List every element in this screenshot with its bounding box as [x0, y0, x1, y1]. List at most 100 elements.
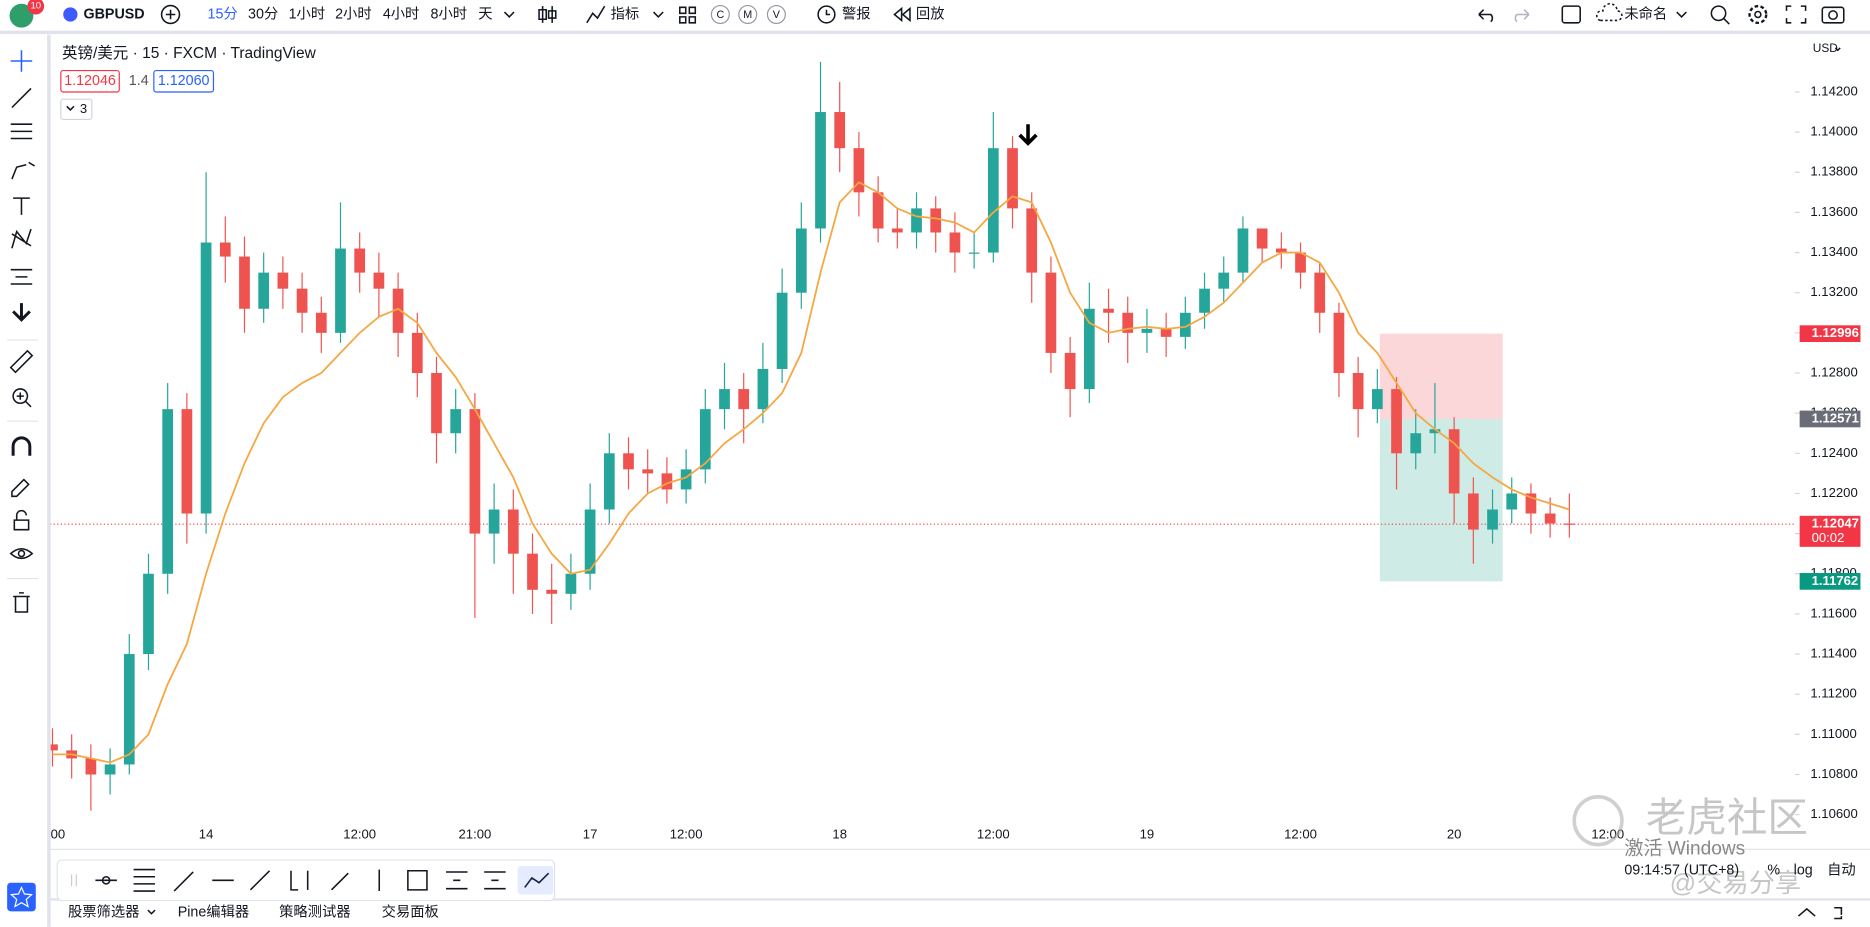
ask-box[interactable] [153, 69, 215, 93]
candle-body [1199, 288, 1210, 313]
interval[interactable]: 1小时 [289, 5, 326, 22]
visibility-tool[interactable] [9, 548, 34, 560]
bottom-tab[interactable]: 交易面板 [382, 902, 439, 920]
favorite-tools[interactable] [95, 868, 550, 892]
candle-body [1467, 493, 1479, 530]
crosshair-tool[interactable] [10, 50, 33, 72]
magnet-tool[interactable] [11, 436, 32, 456]
currency[interactable]: USD [1813, 41, 1839, 55]
replay-button[interactable]: 回放 [916, 5, 945, 22]
layout-grid-icon[interactable] [679, 6, 697, 24]
drag-handle[interactable] [70, 874, 77, 887]
bottom-tab[interactable]: 策略测试器 [279, 903, 350, 920]
candle-body [1122, 312, 1134, 333]
delete-tool[interactable] [13, 592, 30, 613]
panel-controls[interactable] [1797, 906, 1843, 920]
price-tag-label: 1.11762 [1812, 573, 1859, 588]
y-tick-label: 1.11600 [1810, 605, 1856, 620]
interval[interactable]: 30分 [248, 5, 278, 22]
candle-body [930, 208, 942, 233]
chart-style-circle[interactable] [710, 4, 730, 25]
countdown: 00:02 [1812, 530, 1845, 545]
active-tool[interactable] [517, 866, 554, 895]
candle-body [431, 373, 442, 434]
prediction-tool[interactable] [10, 268, 33, 285]
fullscreen[interactable] [1785, 5, 1807, 24]
ruler-tool[interactable] [9, 349, 34, 374]
y-tick-label: 1.13800 [1810, 164, 1857, 179]
candle-body [1275, 248, 1287, 253]
bottom-tab[interactable]: Pine编辑器 [178, 903, 250, 920]
chart-area: 1.14200 1.14000 1.13800 1.13600 1.13400 1.132… [40, 61, 1861, 841]
interval-chevron[interactable] [503, 11, 515, 18]
toolbar-bg [0, 0, 1870, 32]
indicators-chevron[interactable] [652, 11, 664, 18]
icon-tool[interactable] [12, 303, 31, 322]
candle-body [392, 288, 404, 333]
y-tick-label: 1.12200 [1810, 485, 1857, 500]
zoom-tool[interactable] [12, 388, 29, 405]
interval[interactable]: 2小时 [335, 5, 372, 22]
text-tool[interactable] [13, 197, 30, 215]
indicators-button[interactable]: 指标 [611, 5, 640, 22]
add-symbol[interactable] [160, 4, 181, 25]
chart-style-circle[interactable] [766, 4, 786, 25]
chart-style-circle[interactable] [738, 4, 758, 25]
layout-chevron[interactable] [1676, 11, 1687, 18]
percent-scale[interactable]: % [1767, 863, 1780, 879]
y-tick-label: 1.13200 [1810, 284, 1857, 299]
candle-body [315, 312, 327, 333]
currency-chevron [1834, 47, 1841, 52]
candle-body [1083, 308, 1095, 390]
screener-chevron[interactable] [147, 909, 156, 915]
bottom-tab[interactable]: 股票筛选器 [68, 903, 139, 920]
symbol[interactable]: GBPUSD [83, 6, 144, 22]
watermark-logo [1572, 795, 1624, 847]
pattern-tool[interactable] [11, 228, 32, 249]
candle-body [853, 148, 865, 193]
trendline-tool[interactable] [11, 87, 32, 109]
candle-body [1103, 308, 1114, 313]
candle-body [1314, 272, 1326, 313]
candle-body [565, 573, 577, 594]
lock-tool[interactable] [13, 509, 30, 531]
y-tick-label: 1.12800 [1810, 364, 1857, 379]
candle-body [757, 368, 769, 410]
candle-body [968, 252, 980, 254]
brush-tool[interactable] [11, 161, 35, 180]
object-tree[interactable] [1561, 5, 1581, 24]
log-scale[interactable]: log [1794, 863, 1813, 879]
layout-name[interactable]: 未命名 [1624, 4, 1667, 22]
keep-drawing[interactable] [11, 478, 30, 498]
fib-tool[interactable] [10, 123, 33, 140]
spread: 1.4 [129, 73, 149, 89]
price-tag-label: 1.12047 [1812, 516, 1859, 531]
avatar[interactable] [9, 3, 34, 28]
candle-body [373, 272, 385, 289]
candle-body [47, 744, 58, 751]
alert-button[interactable]: 警报 [842, 5, 871, 22]
bid-box[interactable] [60, 69, 120, 93]
indicator-toggle[interactable] [60, 98, 93, 121]
candle-body [642, 469, 654, 474]
search[interactable] [1710, 5, 1727, 22]
arrow-annotation[interactable] [1018, 124, 1038, 146]
redo[interactable] [1514, 9, 1530, 23]
interval[interactable]: 4小时 [383, 5, 420, 22]
chart-type-icon[interactable] [538, 6, 557, 23]
watchlist-button[interactable] [7, 882, 36, 912]
candle-body [1141, 328, 1153, 333]
candle-body [680, 469, 692, 490]
interval[interactable]: 8小时 [431, 5, 468, 22]
undo[interactable] [1478, 9, 1494, 23]
interval[interactable]: 天 [478, 6, 492, 22]
settings[interactable] [1748, 4, 1768, 25]
candle-body [162, 409, 174, 574]
interval[interactable]: 15分 [208, 5, 238, 22]
symbol-flag [63, 7, 78, 22]
replay-icon [893, 6, 911, 23]
badge-count: 10 [30, 1, 41, 12]
candle-body [584, 509, 596, 574]
auto-scale[interactable]: 自动 [1827, 862, 1856, 879]
snapshot[interactable] [1821, 6, 1845, 24]
